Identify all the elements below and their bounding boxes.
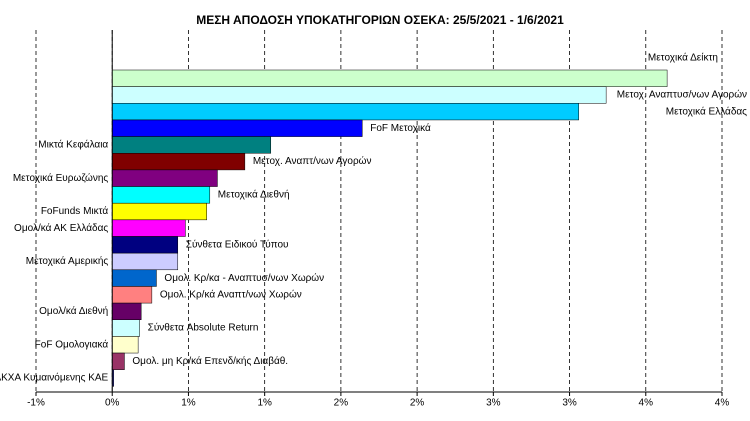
bar-label: FoF Ομολογιακά <box>35 338 109 350</box>
bar-label: Μετοχικά Αμερικής <box>26 255 109 267</box>
bar-label: Μετοχικά Δείκτη <box>648 52 718 64</box>
bar <box>111 69 668 87</box>
x-tick-label: 2% <box>334 398 349 409</box>
bar-label: Μικτά Κεφάλαια <box>38 139 108 151</box>
bar-label: Μετοχ. Αναπτ/νων Αγορών <box>253 155 372 167</box>
bar <box>111 336 139 354</box>
bar <box>111 302 142 321</box>
bar-label: ΑΚΧΑ Κυμαινόμενης ΚΑΕ <box>0 372 109 384</box>
bar <box>111 186 211 204</box>
bar <box>111 169 218 187</box>
bar <box>111 286 153 304</box>
chart-title: ΜΕΣΗ ΑΠΟΔΟΣΗ ΥΠΟΚΑΤΗΓΟΡΙΩΝ ΟΣΕΚΑ: 25/5/2… <box>196 13 564 27</box>
bar-label: Ομολ/κά ΑΚ Ελλάδας <box>14 222 108 234</box>
x-tick-label: 2% <box>410 398 425 409</box>
bar-label: Μετοχικά Ευρωζώνης <box>13 172 109 184</box>
x-tick-label: 1% <box>181 398 196 409</box>
bar-label: Ομολ. Κρ/κά Αναπτ/νων Χωρών <box>160 288 302 300</box>
bar-label: Μετοχικά Ελλάδας <box>666 105 747 117</box>
bar <box>111 236 179 254</box>
bar <box>111 319 140 337</box>
x-tick-label: 3% <box>562 398 577 409</box>
bar-label: FoFunds Μικτά <box>41 205 109 217</box>
bar-label: Ομολ. Κρ/κα - Αναπτυσ/νων Χωρών <box>164 272 324 284</box>
bar-label: Σύνθετα Ειδικού Τύπου <box>186 238 289 250</box>
bar <box>111 86 607 104</box>
x-tick-label: 0% <box>105 398 120 409</box>
bar <box>111 252 179 271</box>
x-tick-label: 3% <box>486 398 501 409</box>
bar <box>111 202 207 221</box>
bar <box>111 219 186 237</box>
bar-label: Μετοχικά Διεθνή <box>218 189 290 201</box>
bar-label: FoF Μετοχικά <box>370 122 431 134</box>
x-tick-label: -1% <box>27 398 45 409</box>
bar <box>111 103 579 121</box>
bar <box>111 119 363 137</box>
x-tick-label: 4% <box>639 398 654 409</box>
bar <box>111 352 125 370</box>
bar-label: Μετοχ. Αναπτυσ/νων Αγορών <box>617 89 747 101</box>
bar <box>111 136 272 154</box>
bar-label: Ομολ. μη Κρ/κά Επενδ/κής Διαβάθ. <box>132 355 288 367</box>
x-tick-label: 1% <box>257 398 272 409</box>
bar <box>111 269 157 287</box>
x-tick-label: 4% <box>715 398 730 409</box>
bar <box>111 153 246 171</box>
bar-label: Σύνθετα Absolute Return <box>148 322 259 334</box>
bar-label: Ομολ/κά Διεθνή <box>39 305 108 317</box>
